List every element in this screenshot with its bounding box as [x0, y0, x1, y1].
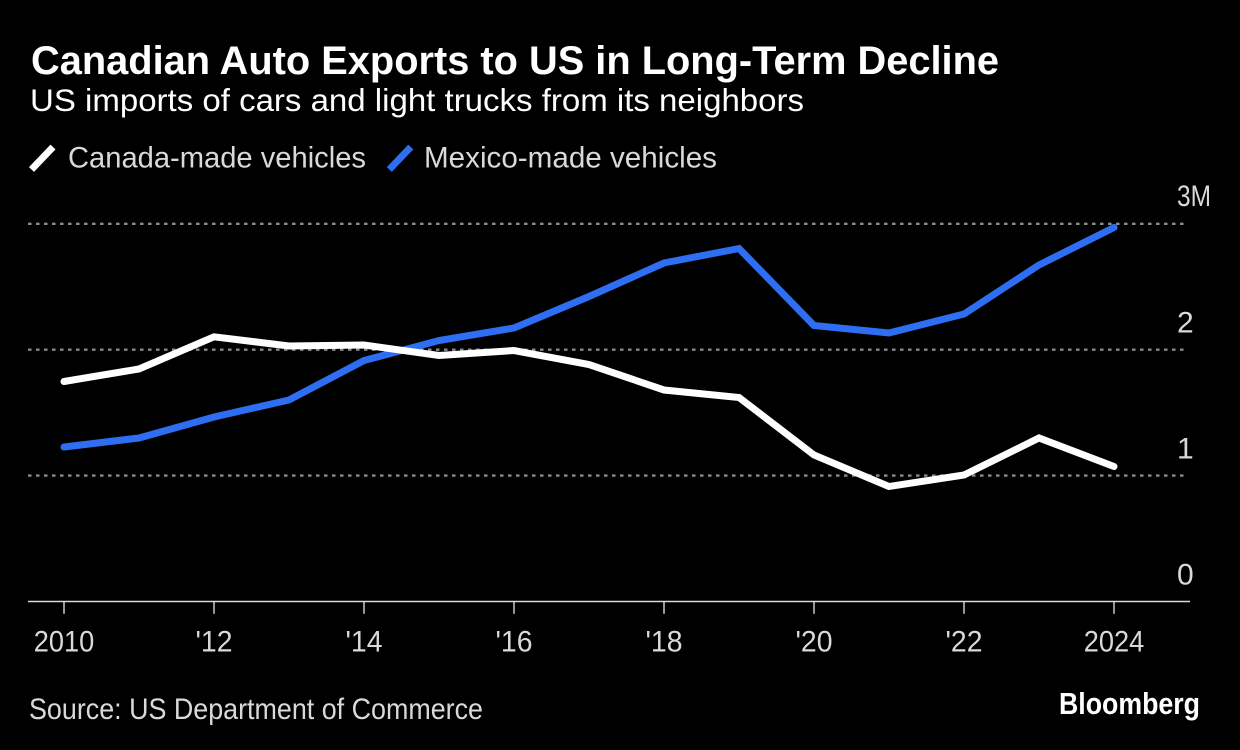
- svg-text:Source: US Department of Comme: Source: US Department of Commerce: [29, 693, 483, 726]
- svg-text:3M: 3M: [1177, 180, 1211, 213]
- svg-text:Bloomberg: Bloomberg: [1059, 687, 1200, 721]
- svg-text:'16: '16: [496, 626, 533, 659]
- svg-text:'18: '18: [646, 626, 683, 659]
- svg-text:'12: '12: [196, 626, 233, 659]
- svg-text:Mexico-made vehicles: Mexico-made vehicles: [424, 142, 717, 175]
- svg-text:0: 0: [1177, 559, 1194, 592]
- svg-text:'14: '14: [346, 626, 383, 659]
- svg-text:2: 2: [1177, 307, 1194, 340]
- svg-text:1: 1: [1177, 433, 1194, 466]
- svg-text:US imports of cars and light t: US imports of cars and light trucks from…: [30, 82, 804, 118]
- svg-text:'22: '22: [946, 626, 983, 659]
- svg-text:Canada-made vehicles: Canada-made vehicles: [68, 142, 366, 175]
- svg-text:'20: '20: [796, 626, 833, 659]
- svg-text:2024: 2024: [1084, 626, 1145, 659]
- svg-text:2010: 2010: [34, 626, 95, 659]
- svg-text:Canadian Auto Exports to US in: Canadian Auto Exports to US in Long-Term…: [31, 39, 999, 83]
